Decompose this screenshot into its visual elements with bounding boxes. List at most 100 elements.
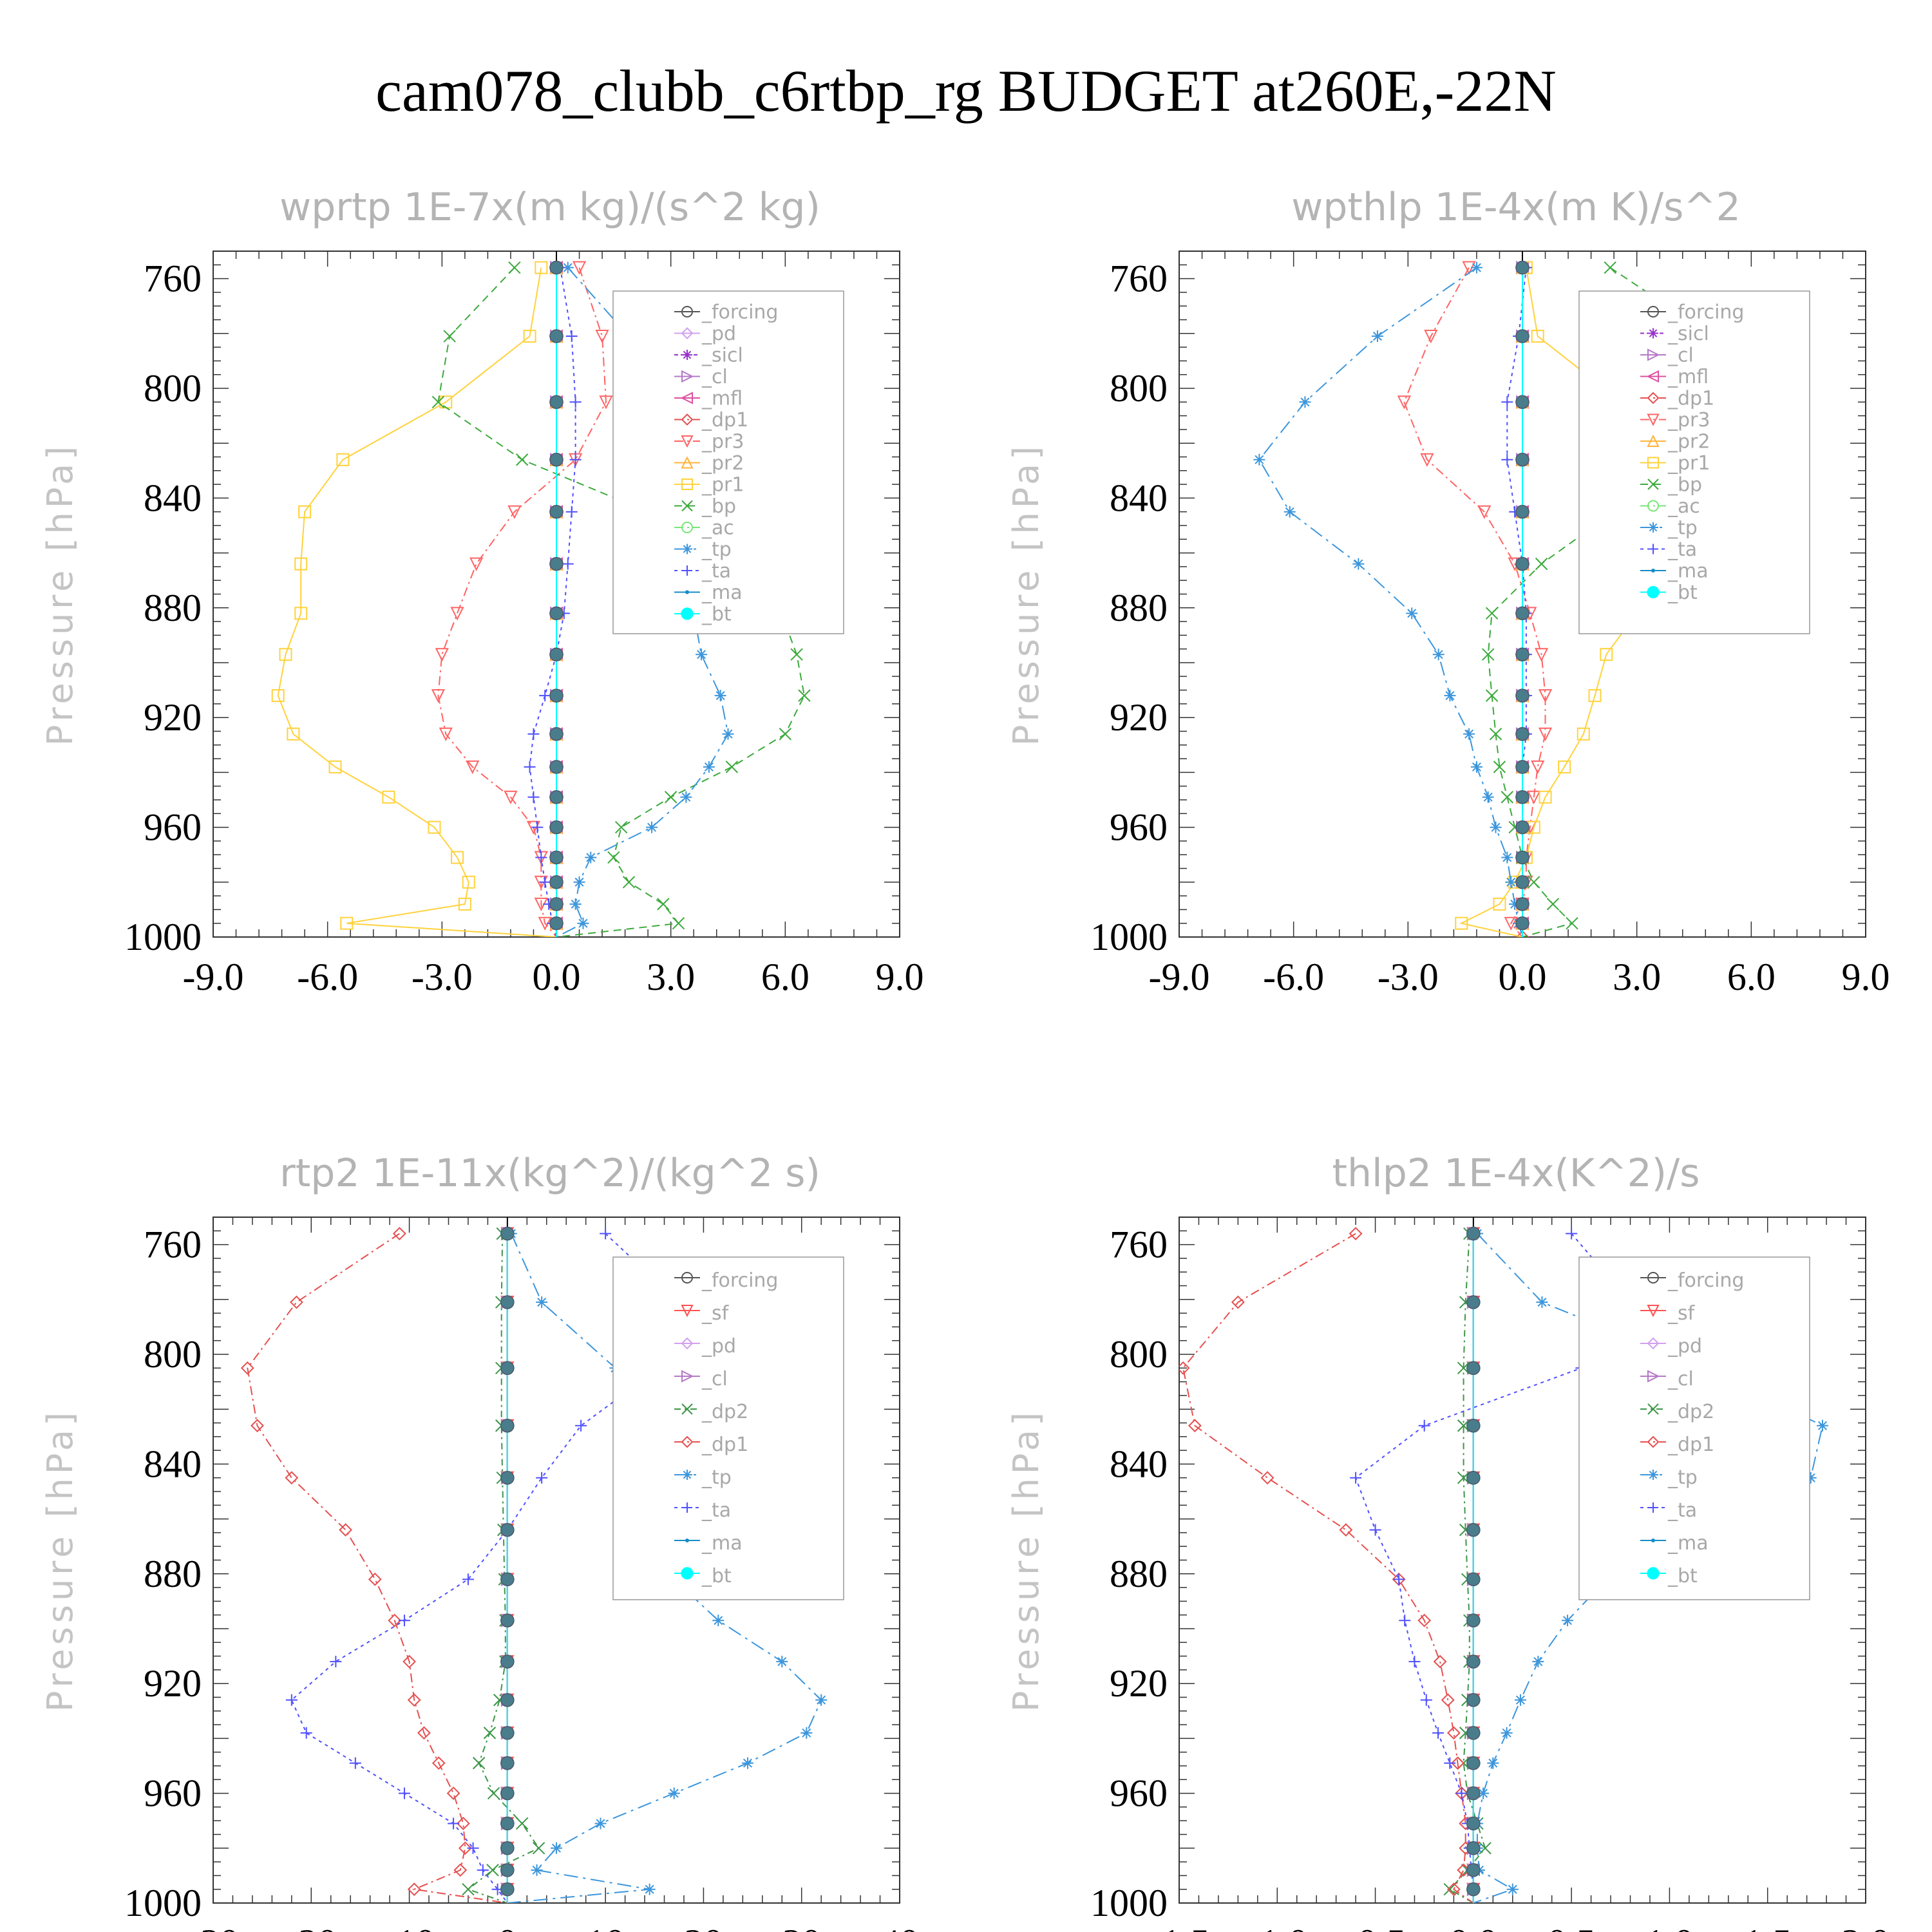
data-point xyxy=(467,1842,479,1854)
data-point xyxy=(1369,1524,1381,1536)
y-tick-label: 1000 xyxy=(124,1882,202,1924)
data-point xyxy=(453,1863,468,1877)
y-axis-label: Pressure [hPa] xyxy=(1006,442,1046,746)
data-point xyxy=(336,453,350,466)
data-point xyxy=(536,1472,548,1484)
data-point xyxy=(251,1419,264,1433)
x-tick-label: 3.0 xyxy=(1613,956,1661,998)
data-point xyxy=(646,821,658,833)
data-point xyxy=(1253,453,1265,466)
x-tick-label: -3.0 xyxy=(412,956,473,998)
data-point xyxy=(462,1573,474,1586)
series-bp xyxy=(431,261,811,937)
data-point xyxy=(1397,395,1412,410)
data-point xyxy=(339,1523,352,1537)
data-point xyxy=(1339,1523,1353,1537)
data-point xyxy=(1482,791,1494,803)
data-point xyxy=(1444,1757,1456,1769)
data-point xyxy=(776,1656,788,1668)
legend-label: _bt xyxy=(1667,1565,1698,1587)
data-point xyxy=(456,1817,470,1830)
x-tick-label: 9.0 xyxy=(1842,956,1890,998)
data-point xyxy=(407,1693,421,1707)
legend-item-ma: _ma xyxy=(674,582,743,604)
x-tick-label: -20 xyxy=(285,1922,337,1932)
data-point xyxy=(1577,727,1590,741)
zero-markers xyxy=(500,1226,515,1897)
data-point xyxy=(388,1613,402,1627)
data-point xyxy=(1283,506,1296,518)
legend-label: _bp xyxy=(701,495,736,518)
x-tick-label: -6.0 xyxy=(297,956,358,998)
legend-item-ma: _ma xyxy=(1640,1532,1709,1555)
data-point xyxy=(1535,557,1548,571)
legend-item-ma: _ma xyxy=(1640,560,1709,583)
data-point xyxy=(486,1864,499,1877)
legend-label: _mfl xyxy=(1667,366,1709,388)
data-point xyxy=(1816,1419,1828,1432)
data-point xyxy=(572,261,587,275)
data-point xyxy=(1179,1361,1190,1375)
data-point xyxy=(1501,453,1513,466)
data-point xyxy=(1539,790,1552,804)
data-point xyxy=(435,648,449,662)
x-tick-label: -1.5 xyxy=(1149,1922,1210,1932)
data-point xyxy=(382,790,395,804)
data-point xyxy=(643,1883,656,1895)
data-point xyxy=(532,1842,545,1855)
x-tick-label: 1.0 xyxy=(1645,1922,1694,1932)
data-point xyxy=(1444,690,1456,702)
legend-item-pr2: _pr2 xyxy=(674,452,744,475)
legend-label: _ma xyxy=(701,1532,743,1555)
data-point xyxy=(507,505,522,519)
data-point xyxy=(1515,930,1530,937)
legend-item-dp1: _dp1 xyxy=(674,409,748,431)
data-point xyxy=(1531,330,1544,343)
legend-item-ta: _ta xyxy=(674,1499,731,1522)
data-point xyxy=(1441,1693,1455,1707)
data-point xyxy=(539,876,551,888)
legend-item-pr1: _pr1 xyxy=(1640,452,1710,475)
data-point xyxy=(562,261,574,274)
legend-label: _ac xyxy=(701,517,734,540)
data-point xyxy=(1485,689,1499,702)
legend-label: _sf xyxy=(1667,1302,1696,1325)
data-point xyxy=(1392,1572,1406,1586)
data-point xyxy=(1446,1882,1461,1897)
data-point xyxy=(1455,1787,1468,1799)
data-point xyxy=(504,790,518,804)
legend-item-dp2: _dp2 xyxy=(1640,1401,1714,1423)
data-point xyxy=(1534,648,1549,662)
data-point xyxy=(1231,1295,1245,1309)
legend-label: _pr1 xyxy=(1667,452,1710,475)
y-axis-label: Pressure [hPa] xyxy=(40,1408,80,1712)
x-tick-label: 3.0 xyxy=(647,956,695,998)
series-dp1 xyxy=(240,1227,508,1903)
data-point xyxy=(431,1756,446,1770)
data-point xyxy=(407,1882,421,1897)
legend-item-ta: _ta xyxy=(1640,1499,1697,1522)
data-point xyxy=(294,557,308,571)
legend-item-ac: _ac xyxy=(674,517,734,540)
data-point xyxy=(1424,330,1438,344)
legend-item-dp1: _dp1 xyxy=(1640,388,1714,410)
legend-label: _tp xyxy=(1667,1466,1698,1489)
x-tick-label: 0.0 xyxy=(1499,956,1547,998)
y-axis-label: Pressure [hPa] xyxy=(1006,1408,1046,1712)
legend-label: _sf xyxy=(701,1302,730,1325)
data-point xyxy=(368,1572,382,1586)
legend-label: _dp1 xyxy=(1667,1434,1714,1456)
data-point xyxy=(1501,396,1513,408)
x-tick-label: 6.0 xyxy=(1727,956,1776,998)
data-point xyxy=(443,330,456,343)
x-tick-label: 6.0 xyxy=(761,956,810,998)
legend-label: _bt xyxy=(701,1565,732,1587)
data-point xyxy=(515,1817,529,1830)
data-point xyxy=(672,916,685,930)
data-point xyxy=(1455,1786,1468,1801)
data-point xyxy=(741,1757,753,1769)
legend-item-forcing: _forcing xyxy=(674,1269,778,1292)
legend: _forcing_pd_sicl_cl_mfl_dp1_pr3_pr2_pr1_… xyxy=(612,290,844,634)
data-point xyxy=(1455,916,1468,930)
data-point xyxy=(1443,1882,1457,1896)
